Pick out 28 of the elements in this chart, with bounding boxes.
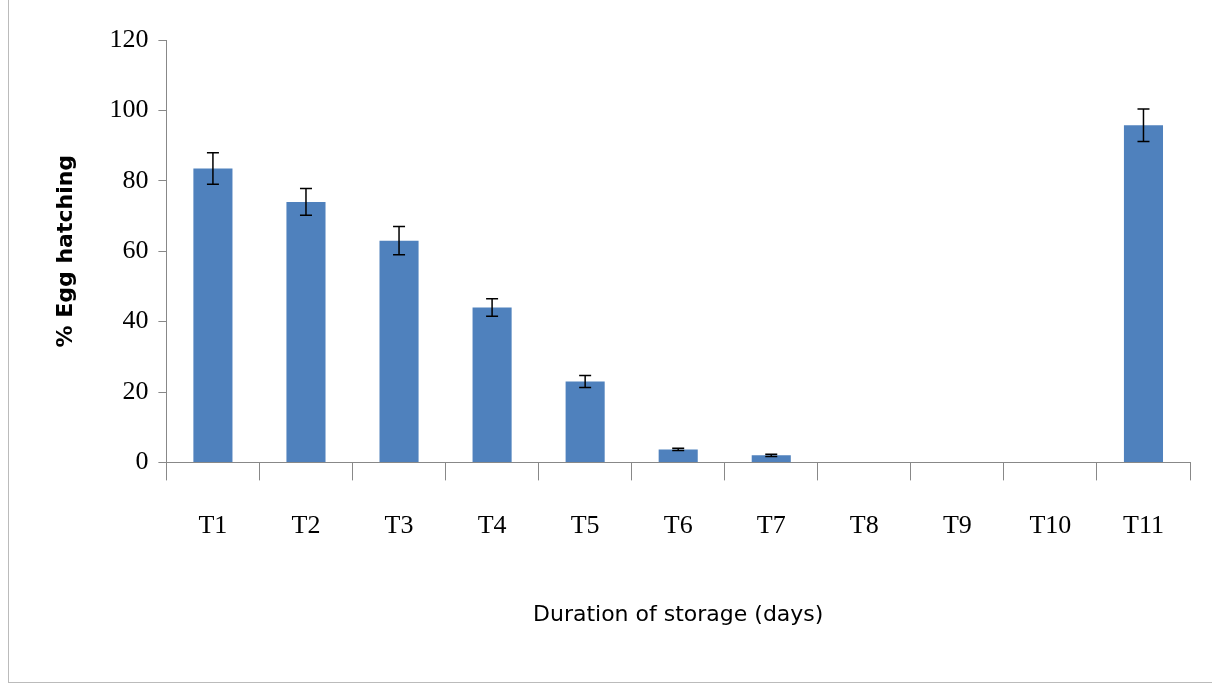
y-tick-label: 60: [122, 235, 149, 265]
x-tick-label: T5: [570, 509, 600, 539]
y-tick-label: 80: [122, 164, 149, 194]
x-tick-label: T11: [1123, 509, 1164, 539]
bar: [193, 168, 233, 462]
bar: [472, 307, 512, 462]
bar: [658, 449, 698, 462]
x-tick-label: T9: [942, 509, 972, 539]
x-tick-label: T3: [384, 509, 414, 539]
x-tick-label: T8: [849, 509, 879, 539]
x-tick-label: T6: [663, 509, 693, 539]
bar: [379, 240, 419, 462]
x-axis-title: Duration of storage (days): [533, 600, 824, 626]
y-tick-label: 40: [122, 305, 149, 335]
x-tick-label: T10: [1029, 509, 1072, 539]
bar: [751, 455, 791, 462]
y-tick-label: 100: [109, 94, 149, 124]
x-tick-label: T1: [198, 509, 228, 539]
y-tick-label: 120: [109, 23, 149, 53]
x-tick-label: T4: [477, 509, 507, 539]
bar: [565, 381, 605, 462]
bar: [286, 201, 326, 462]
y-tick-label: 0: [135, 446, 149, 476]
y-tick-label: 20: [122, 375, 149, 405]
y-axis-title: % Egg hatching: [51, 154, 77, 348]
bar: [1123, 125, 1164, 462]
x-tick-label: T2: [291, 509, 321, 539]
x-tick-label: T7: [756, 509, 786, 539]
